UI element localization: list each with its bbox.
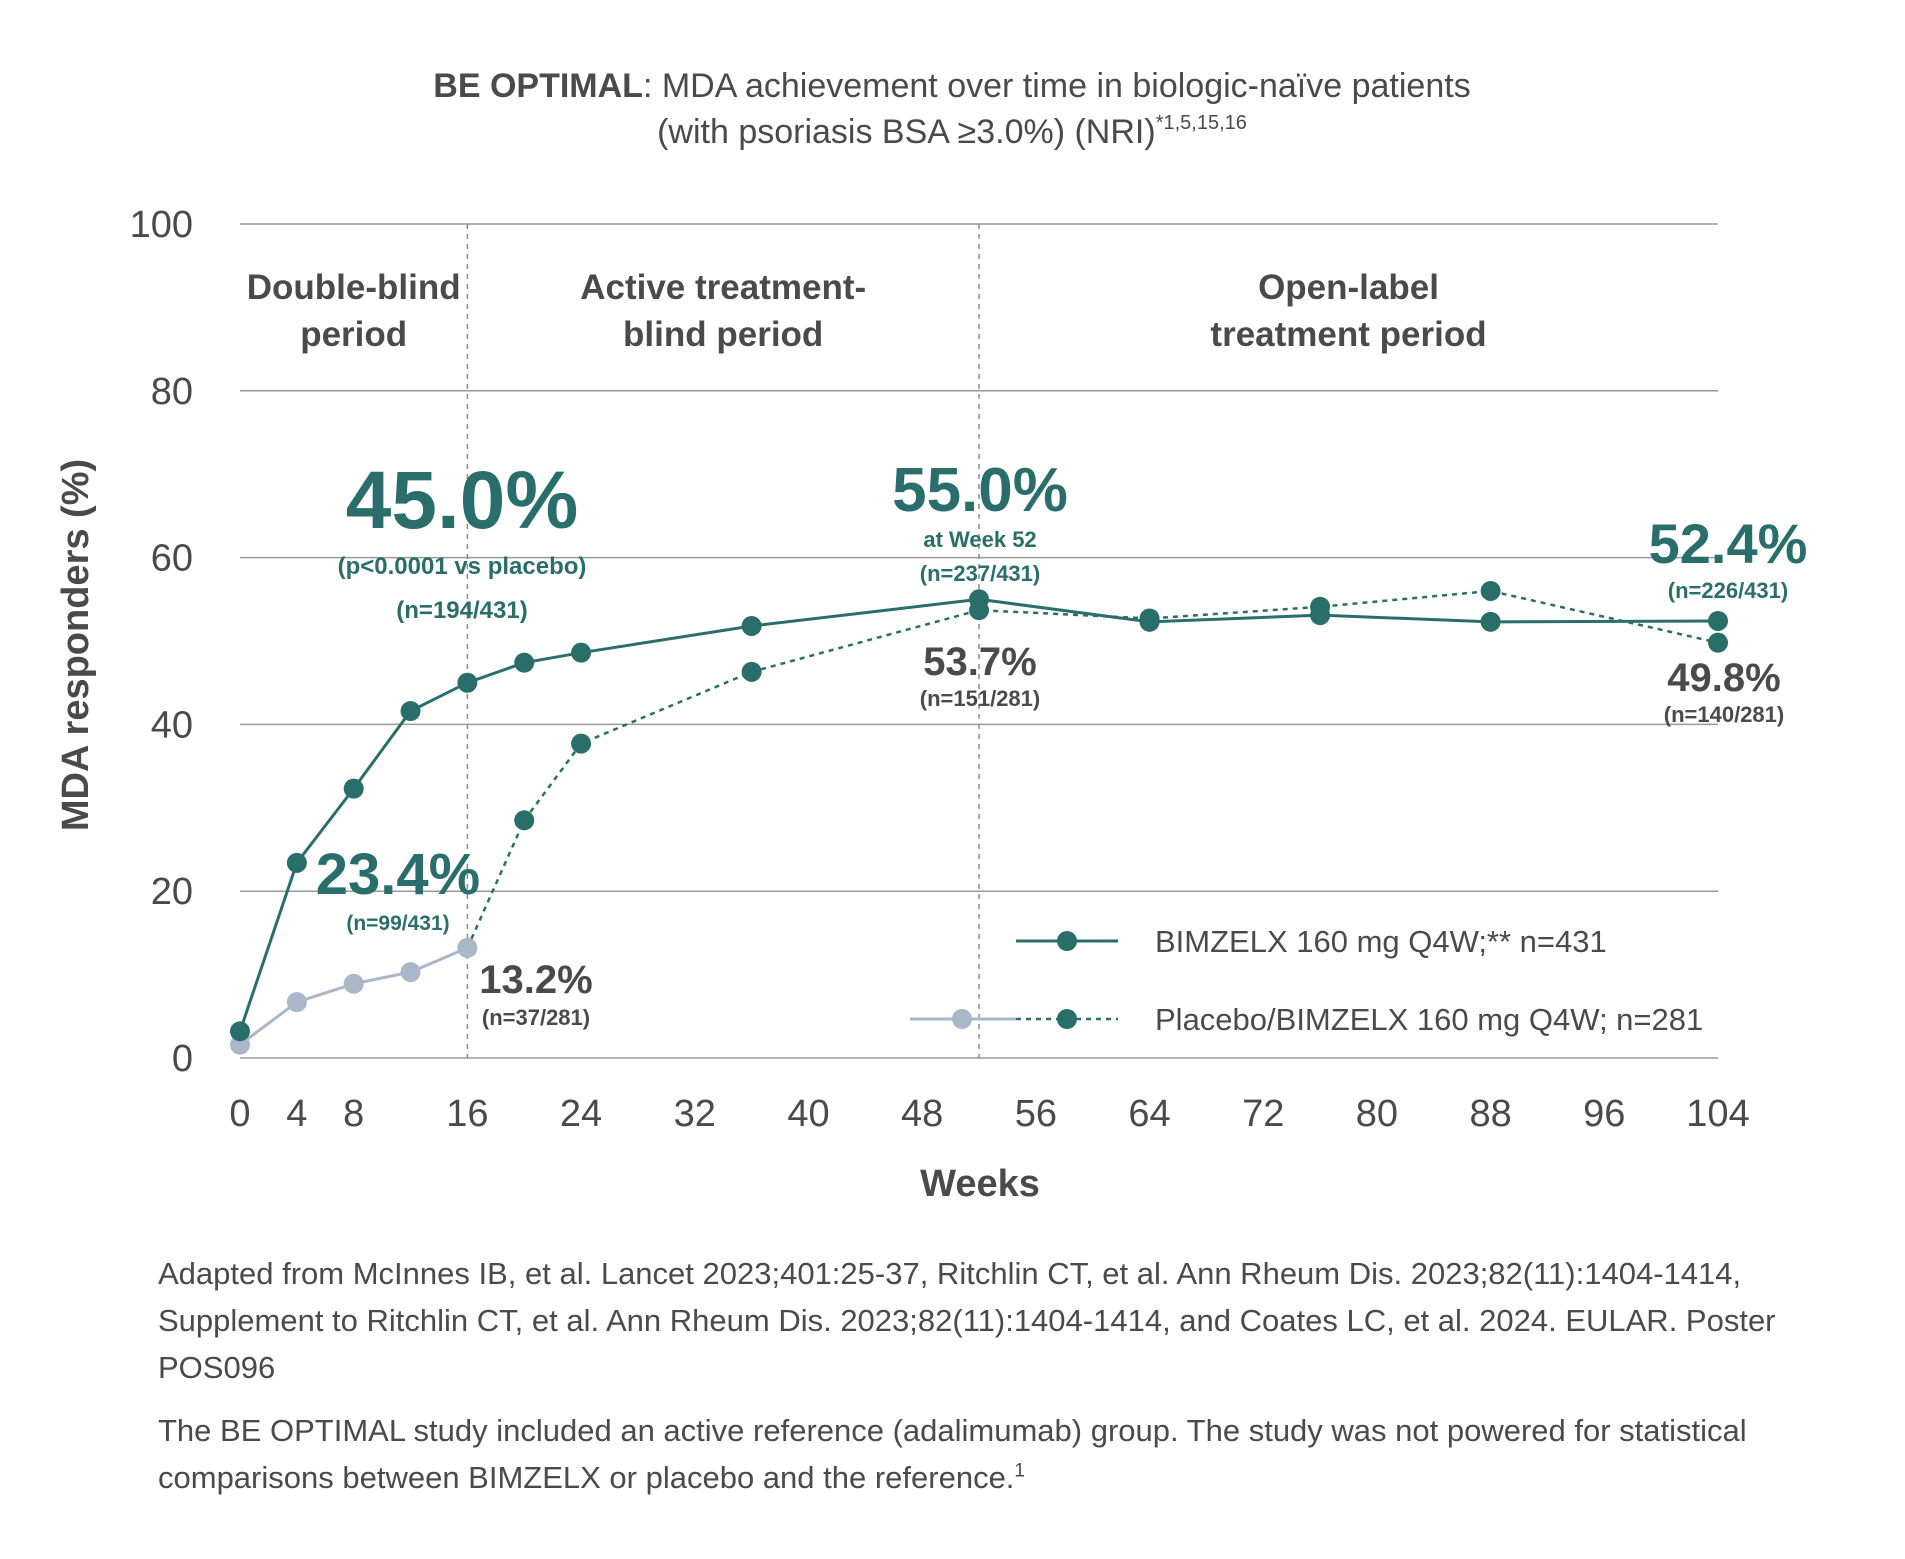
placebo-line-2 xyxy=(466,589,1719,949)
period-label: blind period xyxy=(623,315,823,354)
period-label: Open-label xyxy=(1258,268,1439,307)
bimzelx-point xyxy=(969,589,989,610)
bimzelx-point xyxy=(230,1021,250,1042)
period-dividers xyxy=(466,224,980,1058)
annotation-value: 23.4% xyxy=(316,842,480,907)
bimzelx-point xyxy=(457,672,478,693)
y-tick-label: 0 xyxy=(172,1038,193,1080)
x-tick-label: 104 xyxy=(1686,1093,1749,1135)
chart-title-line2: (with psoriasis BSA ≥3.0%) (NRI)*1,5,15,… xyxy=(657,112,1247,151)
x-tick-label: 8 xyxy=(343,1093,364,1135)
x-tick-label: 72 xyxy=(1242,1093,1284,1135)
legend-label: BIMZELX 160 mg Q4W;** n=431 xyxy=(1155,924,1607,959)
annotations: 45.0% (p<0.0001 vs placebo) (n=194/431) 55.… xyxy=(316,455,1808,1030)
y-tick-label: 20 xyxy=(151,871,193,913)
bimzelx-point xyxy=(343,778,364,799)
annotation-detail: (n=37/281) xyxy=(482,1005,590,1030)
study-note: The BE OPTIMAL study included an active … xyxy=(158,1407,1778,1501)
x-tick-label: 24 xyxy=(560,1093,602,1135)
legend-swatch-marker xyxy=(952,1009,972,1029)
period-labels: Double-blind period Active treatment-blind… xyxy=(247,268,1487,354)
annotation-value: 53.7% xyxy=(923,640,1036,684)
x-tick-label: 16 xyxy=(446,1093,488,1135)
bimzelx-point xyxy=(1708,610,1728,631)
placebo-point xyxy=(571,733,592,754)
placebo-point xyxy=(343,973,364,994)
bimzelx-point xyxy=(1310,605,1331,626)
x-tick-label: 0 xyxy=(229,1093,250,1135)
y-tick-label: 60 xyxy=(151,538,193,580)
placebo-point xyxy=(741,661,762,682)
x-tick-label: 56 xyxy=(1015,1093,1057,1135)
placebo-line-1 xyxy=(239,946,468,1046)
bimzelx-point xyxy=(1480,611,1501,632)
annotation-value: 49.8% xyxy=(1667,656,1780,700)
legend-swatch-marker xyxy=(1057,931,1077,951)
period-label: Active treatment- xyxy=(580,268,866,307)
annotation-value: 45.0% xyxy=(346,455,579,546)
annotation-detail: (p<0.0001 vs placebo) xyxy=(338,553,587,580)
series xyxy=(230,580,1728,1055)
chart-title-bold: BE OPTIMAL xyxy=(433,67,643,105)
annotation-detail: (n=140/281) xyxy=(1664,702,1784,727)
y-axis-label: MDA responders (%) xyxy=(55,459,97,831)
x-tick-label: 48 xyxy=(901,1093,943,1135)
source-note: Adapted from McInnes IB, et al. Lancet 2… xyxy=(158,1256,1776,1385)
x-tick-label: 96 xyxy=(1583,1093,1625,1135)
placebo-point xyxy=(1480,580,1501,601)
legend: BIMZELX 160 mg Q4W;** n=431 Placebo/BIMZE… xyxy=(910,924,1703,1037)
bimzelx-point xyxy=(1139,611,1160,632)
period-label: treatment period xyxy=(1210,315,1486,354)
chart-title-line2-a: (with psoriasis BSA xyxy=(657,113,957,151)
placebo-point xyxy=(457,937,478,958)
annotation-detail: (n=194/431) xyxy=(396,597,527,624)
placebo-point xyxy=(400,962,421,983)
y-tick-label: 100 xyxy=(130,204,193,246)
period-label: period xyxy=(300,315,407,354)
study-note-sup: 1 xyxy=(1014,1460,1025,1482)
y-tick-label: 80 xyxy=(151,371,193,413)
bimzelx-point xyxy=(286,852,307,873)
bimzelx-point xyxy=(514,652,535,673)
annotation-value: 52.4% xyxy=(1649,512,1808,575)
x-axis-label: Weeks xyxy=(920,1163,1040,1205)
x-tick-label: 4 xyxy=(286,1093,307,1135)
annotation-detail: (n=99/431) xyxy=(346,912,449,935)
annotation-detail: (n=226/431) xyxy=(1668,578,1788,603)
period-label: Double-blind xyxy=(247,268,461,307)
bimzelx-point xyxy=(400,701,421,722)
bimzelx-point xyxy=(571,642,592,663)
placebo-point xyxy=(514,810,535,831)
annotation-detail: (n=151/281) xyxy=(920,686,1040,711)
annotation-detail: (n=237/431) xyxy=(920,561,1040,586)
legend-label: Placebo/BIMZELX 160 mg Q4W; n=281 xyxy=(1155,1002,1703,1037)
chart-title-rest: : MDA achievement over time in biologic-… xyxy=(643,67,1471,105)
chart-title-line2-b: 3.0%) (NRI) xyxy=(976,113,1155,151)
x-tick-label: 32 xyxy=(674,1093,716,1135)
annotation-detail: at Week 52 xyxy=(923,527,1036,552)
x-tick-label: 64 xyxy=(1128,1093,1170,1135)
chart-title-sup: *1,5,15,16 xyxy=(1156,112,1247,134)
x-tick-label: 80 xyxy=(1356,1093,1398,1135)
y-tick-label: 40 xyxy=(151,704,193,746)
bimzelx-point xyxy=(741,615,762,636)
x-tick-label: 88 xyxy=(1469,1093,1511,1135)
x-tick-label: 40 xyxy=(787,1093,829,1135)
chart-title: BE OPTIMAL: MDA achievement over time in… xyxy=(433,67,1470,105)
study-note-text: The BE OPTIMAL study included an active … xyxy=(158,1413,1747,1495)
annotation-value: 13.2% xyxy=(479,958,592,1002)
placebo-point xyxy=(1708,632,1728,653)
chart-title-ge: ≥ xyxy=(958,113,977,151)
legend-swatch-marker xyxy=(1057,1009,1077,1029)
annotation-value: 55.0% xyxy=(892,456,1068,525)
footnotes: Adapted from McInnes IB, et al. Lancet 2… xyxy=(158,1250,1778,1517)
placebo-point xyxy=(286,992,307,1013)
